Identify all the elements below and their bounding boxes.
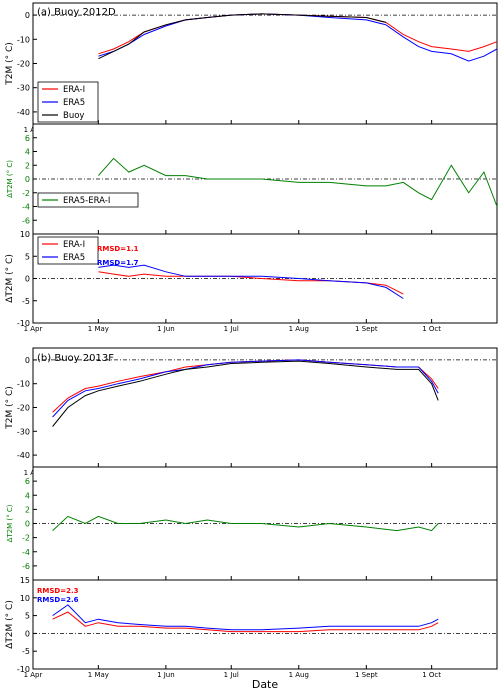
y-tick-label: -40 xyxy=(17,108,30,117)
series-line-era5-era-i xyxy=(98,157,498,207)
plot-frame xyxy=(32,347,498,468)
y-tick-label: -10 xyxy=(17,319,30,328)
y-axis-label: ΔT2M (° C) xyxy=(6,160,14,198)
y-tick-label: 2 xyxy=(25,161,30,170)
x-tick-label: 1 May xyxy=(88,325,109,333)
series-line-era-i xyxy=(52,611,439,633)
rmsd-annotation: RMSD=2.6 xyxy=(37,596,79,604)
y-tick-label: 0 xyxy=(25,629,30,638)
y-tick-label: -10 xyxy=(17,380,30,389)
series-line-era5 xyxy=(98,13,498,62)
panel-label: (b) Buoy 2013F xyxy=(37,353,114,364)
y-tick-label: 6 xyxy=(25,477,30,486)
x-tick-label: 1 Aug xyxy=(289,671,309,679)
series-line-buoy xyxy=(98,13,387,60)
rmsd-annotation: RMSD=1.1 xyxy=(97,245,139,253)
legend: ERA5-ERA-I xyxy=(37,192,139,208)
y-tick-label: 6 xyxy=(25,134,30,143)
plot-frame xyxy=(32,2,498,125)
x-tick-label: 1 Jun xyxy=(157,671,175,679)
legend: ERA-I ERA5 xyxy=(37,236,99,265)
y-tick-label: 5 xyxy=(25,252,30,261)
y-tick-label: -30 xyxy=(17,84,30,93)
rmsd-annotation: RMSD=1.7 xyxy=(97,259,139,267)
panel-b3: 15 10 5 0 -5 -101 Apr 1 May 1 Jun 1 Jul 1 Aug 1 Se… xyxy=(5,576,498,679)
x-tick-label: 1 Aug xyxy=(289,325,309,333)
y-tick-label: 0 xyxy=(25,275,30,284)
x-tick-label: 1 Sept xyxy=(355,671,378,679)
x-tick-label: 1 Apr xyxy=(24,671,43,679)
y-tick-label: -20 xyxy=(17,60,30,69)
rmsd-annotation: RMSD=2.3 xyxy=(37,587,79,595)
y-tick-label: -6 xyxy=(22,216,30,225)
y-tick-label: -30 xyxy=(17,427,30,436)
y-tick-label: -5 xyxy=(22,647,30,656)
y-tick-label: 5 xyxy=(25,612,30,621)
x-tick-label: 1 Jul xyxy=(224,325,239,333)
legend-label: Buoy xyxy=(63,111,84,121)
x-tick-label: 1 May xyxy=(88,671,109,679)
legend: ERA-I ERA5 Buoy xyxy=(37,81,99,123)
panel-label: (a) Buoy 2012D xyxy=(37,7,116,18)
legend-label: ERA5 xyxy=(63,98,85,108)
legend-label: ERA-I xyxy=(63,85,85,95)
y-tick-label: -5 xyxy=(22,297,30,306)
x-tick-label: 1 Apr xyxy=(24,325,43,333)
y-tick-label: -2 xyxy=(22,534,30,543)
series-line-era5 xyxy=(52,359,439,418)
y-tick-label: 0 xyxy=(25,11,30,20)
y-axis-label: T2M (° C) xyxy=(5,386,15,430)
y-tick-label: 4 xyxy=(25,148,30,157)
y-tick-label: -4 xyxy=(22,548,30,557)
y-tick-label: 0 xyxy=(25,520,30,529)
panel-b2: 6 4 2 0 -2 -4 -6 ΔT2M (° C) xyxy=(6,466,498,581)
legend-label: ERA5-ERA-I xyxy=(63,196,110,206)
series-line-era5 xyxy=(52,604,439,631)
y-tick-label: -6 xyxy=(22,562,30,571)
series-line-era5-era-i xyxy=(52,515,439,532)
y-tick-label: 15 xyxy=(20,576,30,585)
x-tick-label: 1 Oct xyxy=(422,325,441,333)
x-tick-label: 1 Oct xyxy=(422,671,441,679)
legend-frame xyxy=(37,192,139,208)
y-tick-label: -20 xyxy=(17,404,30,413)
legend-label: ERA-I xyxy=(63,240,85,250)
panel-a2: 6 4 2 0 -2 -4 -6 ΔT2M (° C) ERA5-ERA-I xyxy=(6,123,498,235)
plot-frame xyxy=(32,579,498,670)
y-axis-label: ΔT2M (° C) xyxy=(5,254,15,303)
y-tick-label: 4 xyxy=(25,491,30,500)
y-tick-label: 10 xyxy=(20,594,30,603)
legend-label: ERA5 xyxy=(63,253,85,263)
series-line-era5 xyxy=(98,264,404,299)
legend-frame xyxy=(37,236,99,265)
x-axis-label: Date xyxy=(252,678,279,691)
y-tick-label: 0 xyxy=(25,175,30,184)
y-axis-label: ΔT2M (° C) xyxy=(5,600,15,649)
y-tick-label: -40 xyxy=(17,451,30,460)
series-line-buoy xyxy=(52,360,439,427)
x-tick-label: 1 Jul xyxy=(224,671,239,679)
y-tick-label: 0 xyxy=(25,356,30,365)
x-tick-label: 1 Sept xyxy=(355,325,378,333)
y-axis-label: T2M (° C) xyxy=(5,42,15,86)
y-tick-label: 10 xyxy=(20,230,30,239)
y-tick-label: -4 xyxy=(22,203,30,212)
y-axis-label: ΔT2M (° C) xyxy=(6,504,14,542)
y-tick-label: 2 xyxy=(25,505,30,514)
x-tick-label: 1 Jun xyxy=(157,325,175,333)
panel-a3: 10 5 0 -5 -101 Apr 1 May 1 Jun 1 Jul 1 Aug 1 Sept… xyxy=(5,230,498,333)
y-tick-label: -2 xyxy=(22,189,30,198)
y-tick-label: -10 xyxy=(17,35,30,44)
y-tick-label: -10 xyxy=(17,665,30,674)
